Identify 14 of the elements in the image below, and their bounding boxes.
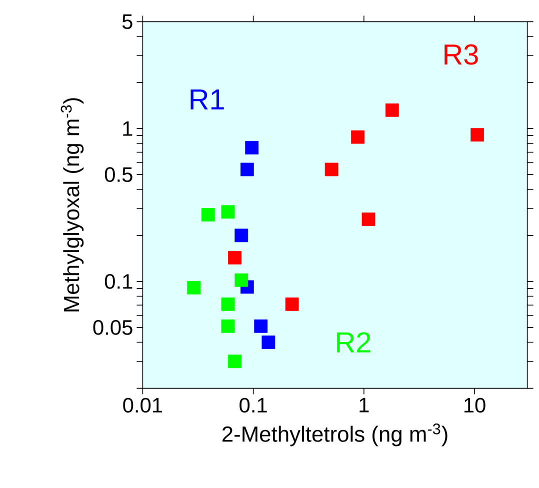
- x-tick-label: 1: [360, 398, 369, 412]
- x-tick-label: 0.1: [240, 398, 267, 413]
- y-tick-label: 1: [123, 121, 132, 136]
- y-tick-label: 5: [122, 14, 132, 29]
- x-tick-label: 10: [464, 398, 486, 413]
- series-label: R1: [190, 90, 224, 110]
- y-axis-title: Methylglyoxal (ng m$^{-3}$): [60, 98, 84, 312]
- y-tick-label: 0.05: [93, 320, 132, 335]
- x-axis-title: 2-Methyltetrols (ng m$^{-3}$): [222, 423, 448, 446]
- y-tick-label: 0.1: [104, 274, 132, 289]
- text: R3: [444, 44, 478, 65]
- text: R2: [337, 332, 370, 352]
- y-tick-label: 0.5: [104, 167, 132, 182]
- x-tick-label: 0.01: [123, 398, 162, 413]
